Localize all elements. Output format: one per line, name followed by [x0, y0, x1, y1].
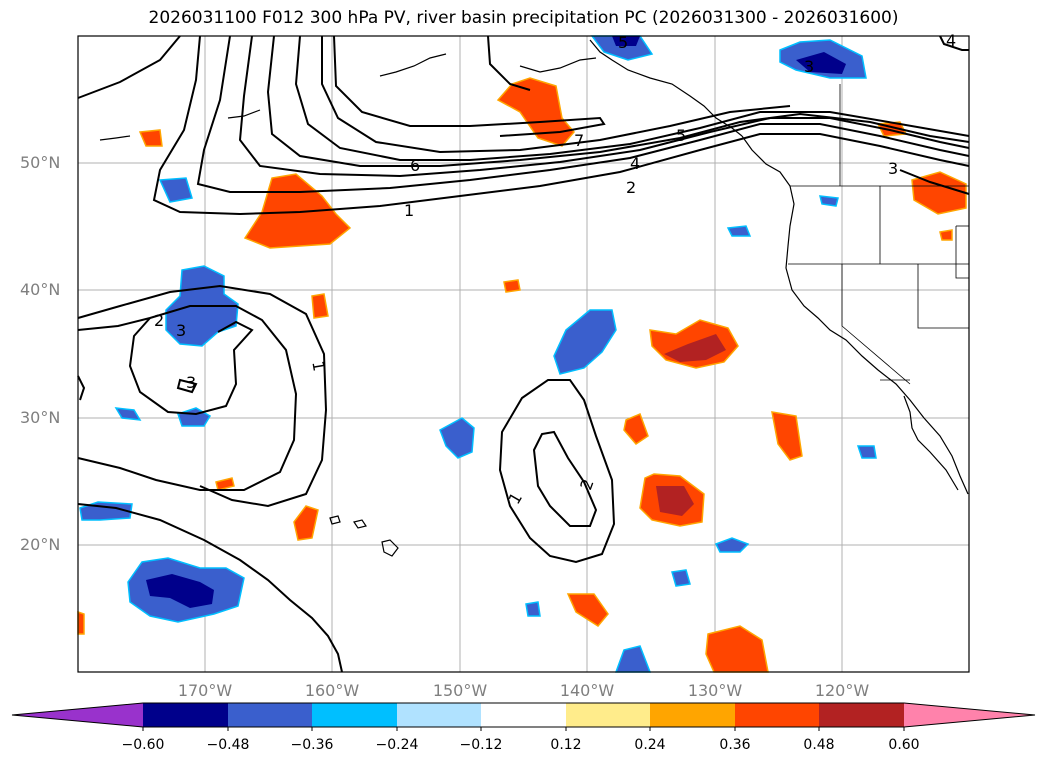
- borders: [788, 84, 969, 385]
- contour-label: 3: [176, 321, 186, 340]
- contour-label: 3: [888, 159, 898, 178]
- colorbar-extend-high: [904, 703, 1035, 727]
- lat-label: 40°N: [20, 280, 61, 299]
- contour-label: 5: [676, 126, 686, 145]
- contour-label: 1: [308, 359, 328, 372]
- contour-label: 5: [618, 33, 628, 52]
- contour-label: 3: [804, 57, 814, 76]
- gridlines: [78, 36, 969, 672]
- colorbar-tick-label: −0.60: [121, 737, 165, 753]
- colorbar-tick-label: 0.12: [550, 737, 582, 753]
- map-title: 2026031100 F012 300 hPa PV, river basin …: [148, 8, 899, 28]
- lon-label: 160°W: [304, 681, 360, 700]
- contour-label: 4: [946, 31, 956, 50]
- colorbar: [11, 702, 1036, 731]
- lat-label: 20°N: [20, 535, 61, 554]
- pv-contours: [77, 35, 970, 673]
- colorbar-extend-low: [12, 703, 143, 727]
- colorbar-tick-label: −0.36: [290, 737, 334, 753]
- lon-label: 170°W: [177, 681, 233, 700]
- contour-label: 4: [630, 154, 640, 173]
- contour-label: 2: [626, 178, 636, 197]
- colorbar-tick-label: −0.24: [375, 737, 419, 753]
- precipitation-shading: [77, 35, 967, 673]
- lat-label: 50°N: [20, 153, 61, 172]
- colorbar-tick-label: 0.48: [803, 737, 835, 753]
- map-frame: [77, 35, 970, 673]
- contour-label: 3: [186, 373, 196, 392]
- lon-label: 120°W: [814, 681, 870, 700]
- lon-label: 130°W: [687, 681, 743, 700]
- contour-label: 6: [410, 156, 420, 175]
- lat-label: 30°N: [20, 408, 61, 427]
- lon-label: 140°W: [559, 681, 615, 700]
- colorbar-tick-label: −0.12: [459, 737, 503, 753]
- colorbar-tick-label: 0.24: [634, 737, 666, 753]
- contour-labels: 1 2 3 4 5 6 7 1 2 3 1 2 3 4 5 3: [154, 31, 956, 507]
- contour-label: 1: [404, 201, 414, 220]
- contour-label: 2: [154, 311, 164, 330]
- contour-label: 7: [574, 131, 584, 150]
- colorbar-tick-label: −0.48: [206, 737, 250, 753]
- colorbar-tick-label: 0.36: [719, 737, 751, 753]
- colorbar-tick-label: 0.60: [888, 737, 920, 753]
- lon-label: 150°W: [432, 681, 488, 700]
